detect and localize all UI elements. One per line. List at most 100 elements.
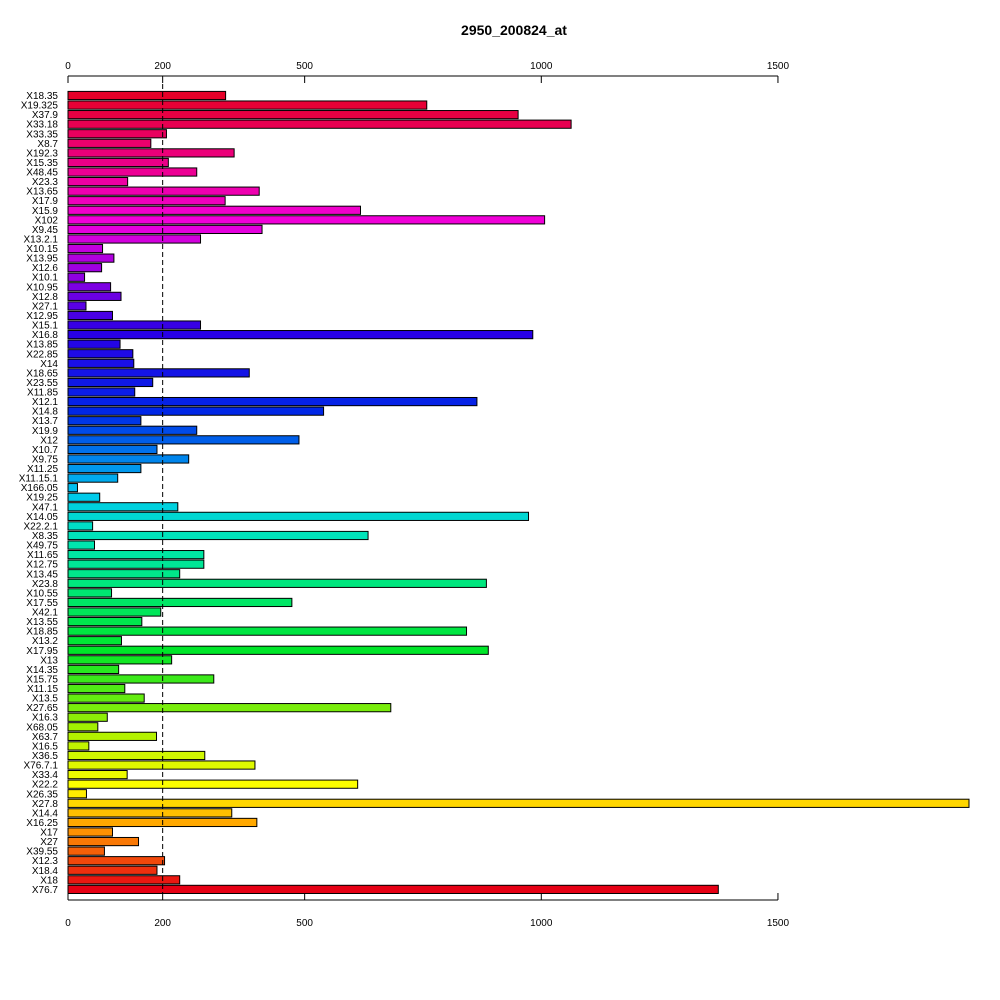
bar-X17 bbox=[67, 827, 113, 837]
category-label: X12.3 bbox=[32, 856, 59, 867]
category-label: X19.25 bbox=[26, 493, 58, 504]
bar-X18.65 bbox=[67, 368, 250, 378]
category-label: X23.3 bbox=[32, 177, 59, 188]
bar-X23.55 bbox=[67, 377, 154, 388]
category-label: X14.05 bbox=[26, 512, 58, 523]
category-label: X22.2.1 bbox=[24, 521, 59, 532]
bar-X12.95 bbox=[67, 310, 113, 321]
bar-X15.1 bbox=[67, 320, 202, 330]
bar-X22.2 bbox=[67, 779, 359, 789]
category-label: X63.7 bbox=[32, 732, 59, 743]
category-label: X11.65 bbox=[27, 550, 58, 561]
bar-X11.85 bbox=[67, 387, 136, 397]
category-label: X11.85 bbox=[27, 388, 58, 399]
tick-label: 1000 bbox=[530, 918, 553, 929]
category-label: X10.15 bbox=[26, 244, 58, 255]
bar-X13.95 bbox=[67, 253, 115, 263]
bar-X42.1 bbox=[67, 607, 162, 617]
bottom-axis: 0 200 500 1000 1500 bbox=[65, 893, 790, 929]
category-label: X27.65 bbox=[26, 703, 58, 714]
category-label: X192.3 bbox=[26, 148, 58, 159]
bar-X23.3 bbox=[67, 176, 129, 187]
bar-X13.55 bbox=[67, 616, 143, 627]
category-label: X15.9 bbox=[32, 206, 59, 217]
bar-X10.15 bbox=[67, 243, 104, 254]
bar-X17.95 bbox=[67, 645, 489, 655]
category-label: X13.65 bbox=[26, 187, 58, 198]
category-label: X10.7 bbox=[32, 445, 59, 456]
category-label: X14 bbox=[40, 359, 58, 370]
bar-X15.75 bbox=[67, 674, 215, 684]
bar-X13.85 bbox=[67, 339, 121, 349]
category-label: X16.5 bbox=[32, 741, 59, 752]
bar-X27 bbox=[67, 836, 140, 847]
category-label: X12.95 bbox=[26, 311, 58, 322]
tick-label: 1000 bbox=[530, 61, 553, 72]
category-label: X16.3 bbox=[32, 713, 59, 724]
category-label: X18.35 bbox=[26, 91, 58, 102]
bar-X39.55 bbox=[67, 846, 105, 856]
category-label: X16.25 bbox=[26, 818, 58, 829]
bar-X33.35 bbox=[67, 129, 167, 139]
bar-X13.2.1 bbox=[67, 234, 202, 244]
category-label: X12.75 bbox=[26, 560, 58, 571]
category-label: X13.7 bbox=[32, 416, 59, 427]
bar-X76.7 bbox=[67, 884, 719, 894]
category-label: X14.8 bbox=[32, 407, 59, 418]
category-label: X102 bbox=[35, 215, 59, 226]
top-axis: 0 200 500 1000 1500 bbox=[65, 61, 790, 83]
bar-X13 bbox=[67, 655, 173, 665]
tick-label: 500 bbox=[296, 918, 313, 929]
category-label: X47.1 bbox=[32, 502, 59, 513]
bar-X18.35 bbox=[67, 90, 227, 101]
bar-X13.45 bbox=[67, 569, 181, 579]
bar-X12.8 bbox=[67, 291, 122, 301]
bar-X37.9 bbox=[67, 110, 519, 120]
bar-X9.45 bbox=[67, 224, 263, 235]
category-label: X23.8 bbox=[32, 579, 59, 590]
tick-label: 0 bbox=[65, 61, 71, 72]
bar-X15.9 bbox=[67, 205, 361, 215]
category-label: X36.5 bbox=[32, 751, 59, 762]
bar-X12.75 bbox=[67, 559, 205, 569]
category-label: X76.7 bbox=[32, 885, 59, 896]
bar-X18.85 bbox=[67, 626, 468, 636]
category-label: X17.95 bbox=[26, 646, 58, 657]
category-label: X23.55 bbox=[26, 378, 58, 389]
bar-X36.5 bbox=[67, 750, 206, 761]
tick-label: 0 bbox=[65, 918, 71, 929]
category-label: X15.75 bbox=[26, 674, 58, 685]
category-label: X27.8 bbox=[32, 799, 59, 810]
bar-X8.7 bbox=[67, 138, 152, 148]
category-label: X12 bbox=[40, 435, 58, 446]
category-label: X10.1 bbox=[32, 273, 59, 284]
bar-X27.8 bbox=[67, 798, 970, 808]
category-label: X18.65 bbox=[26, 368, 58, 379]
bar-X14.05 bbox=[67, 511, 530, 521]
bar-X47.1 bbox=[67, 502, 179, 512]
bar-X10.1 bbox=[67, 272, 86, 282]
bar-X49.75 bbox=[67, 540, 95, 550]
bar-X18 bbox=[67, 875, 181, 885]
category-labels: X18.35X19.325X37.9X33.18X33.35X8.7X192.3… bbox=[19, 91, 59, 896]
category-label: X13.5 bbox=[32, 694, 59, 705]
bar-X11.15.1 bbox=[67, 473, 119, 483]
category-label: X19.325 bbox=[21, 101, 59, 112]
bar-X10.7 bbox=[67, 444, 158, 454]
bar-X27.65 bbox=[67, 703, 392, 713]
category-label: X8.7 bbox=[37, 139, 58, 150]
bar-X16.3 bbox=[67, 712, 108, 722]
category-label: X12.1 bbox=[32, 397, 59, 408]
category-label: X33.4 bbox=[32, 770, 59, 781]
tick-label: 500 bbox=[296, 61, 313, 72]
category-label: X18 bbox=[40, 875, 58, 886]
bar-X48.45 bbox=[67, 167, 198, 177]
category-label: X13.2 bbox=[32, 636, 59, 647]
category-label: X13 bbox=[40, 655, 58, 666]
category-label: X19.9 bbox=[32, 426, 59, 437]
bar-X19.25 bbox=[67, 492, 101, 502]
category-label: X49.75 bbox=[26, 541, 58, 552]
bar-X27.1 bbox=[67, 301, 87, 311]
bar-X13.65 bbox=[67, 186, 260, 196]
bar-X102 bbox=[67, 215, 546, 225]
